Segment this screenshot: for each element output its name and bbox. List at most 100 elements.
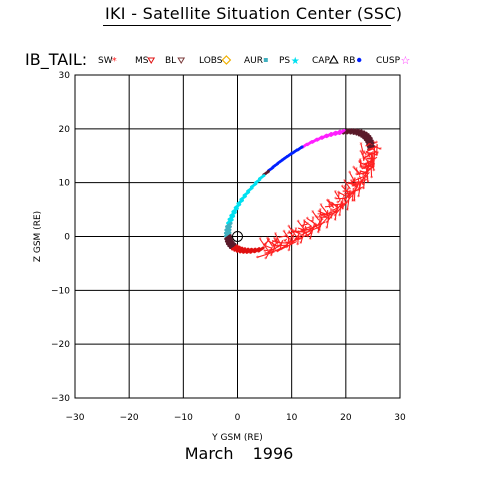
sw-marker: *: [371, 165, 374, 172]
sw-marker: *: [274, 231, 277, 238]
sw-marker: *: [299, 241, 302, 248]
sw-marker: *: [283, 239, 286, 246]
sw-marker: *: [358, 160, 361, 167]
orbit-point: [353, 128, 357, 132]
orbit-point: [267, 170, 270, 173]
sw-marker: *: [367, 153, 370, 160]
sw-track-segment: [359, 161, 367, 167]
triangle-down-icon: [177, 57, 186, 64]
sw-marker: *: [341, 184, 344, 191]
sw-marker: *: [285, 240, 288, 247]
sw-marker: *: [338, 213, 341, 220]
sw-track-segment: [363, 151, 367, 156]
sw-marker: *: [376, 151, 379, 158]
legend-label-rb: RB: [343, 56, 355, 66]
sw-marker: *: [362, 186, 365, 193]
sw-marker: *: [368, 164, 371, 171]
orbit-point: [342, 128, 346, 132]
sw-marker: *: [359, 187, 362, 194]
sw-marker: *: [303, 220, 306, 227]
orbit-point: [315, 137, 319, 141]
orbit-point: [295, 148, 299, 152]
sw-marker: *: [259, 237, 262, 244]
sw-track-segment: [323, 210, 339, 218]
sw-marker: *: [379, 147, 382, 154]
legend-label-aur: AUR: [244, 56, 263, 66]
orbit-point: [233, 242, 237, 246]
orbit-point: [262, 174, 266, 177]
legend: SW * MS BL LOBS AUR PS ★ CAP RB CUSP ☆: [98, 54, 410, 67]
orbit-point: [366, 133, 370, 136]
x-tick-label: −10: [174, 413, 193, 423]
legend-label-lobs: LOBS: [199, 56, 223, 66]
sw-track-segment: [367, 146, 377, 150]
sw-marker: *: [312, 215, 315, 222]
sw-track-segment: [320, 204, 328, 214]
sw-marker: *: [311, 209, 314, 216]
sw-marker: *: [364, 166, 367, 173]
sw-marker: *: [334, 218, 337, 225]
legend-label-ms: MS: [135, 56, 149, 66]
orbit-point: [305, 142, 309, 146]
orbit-point: [247, 190, 251, 194]
sw-track-segment: [356, 178, 364, 187]
sw-marker: *: [325, 220, 328, 227]
star-icon: ★: [291, 56, 300, 67]
sw-marker: *: [359, 180, 362, 187]
orbit-point: [229, 236, 233, 240]
sw-marker: *: [347, 195, 350, 202]
sw-marker: *: [365, 170, 368, 177]
sw-track-segment: [331, 203, 344, 206]
sw-marker: *: [293, 229, 296, 236]
y-tick-label: 0: [64, 233, 70, 243]
sw-track-segment: [309, 223, 315, 239]
orbit-point: [253, 247, 257, 251]
sw-marker: *: [348, 170, 351, 177]
sw-marker: *: [316, 226, 319, 233]
orbit-point: [325, 133, 329, 137]
square-icon: [263, 58, 268, 62]
sw-marker: *: [263, 248, 266, 255]
sw-marker: *: [370, 175, 373, 182]
sw-marker: *: [375, 140, 378, 147]
orbit-point: [368, 134, 372, 138]
sw-track-segment: [297, 231, 300, 245]
x-axis-label: Y GSM (RE): [211, 433, 263, 443]
sw-marker: *: [369, 164, 372, 171]
sw-marker: *: [347, 181, 350, 188]
sw-marker: *: [306, 222, 309, 229]
orbit-point: [235, 244, 239, 248]
sw-marker: *: [319, 208, 322, 215]
orbit-point: [350, 128, 354, 132]
sw-track-segment: [302, 222, 306, 228]
sw-marker: *: [290, 241, 293, 248]
sw-marker: *: [355, 172, 358, 179]
orbit-point: [300, 145, 304, 149]
footer-month: March: [184, 444, 234, 463]
sw-marker: *: [355, 167, 358, 174]
sw-track-segment: [328, 205, 331, 209]
sw-track-segment: [283, 231, 291, 240]
sw-marker: *: [305, 233, 308, 240]
sw-marker: *: [356, 185, 359, 192]
sw-marker: *: [351, 184, 354, 191]
orbit-point: [237, 245, 241, 249]
orbit-point: [290, 151, 294, 155]
orbit-point: [371, 141, 375, 145]
sw-marker: *: [303, 231, 306, 238]
sw-track-segment: [351, 180, 359, 184]
sw-track-segment: [353, 185, 356, 201]
sw-track-segment: [344, 192, 351, 201]
sw-track-segment: [267, 238, 274, 247]
sw-track-segment: [360, 143, 364, 155]
sw-marker: *: [341, 206, 344, 213]
orbit-point: [243, 247, 247, 251]
sw-marker: *: [280, 247, 283, 254]
orbit-point: [370, 139, 374, 143]
orbit-point: [364, 131, 368, 135]
legend-label-bl: BL: [165, 56, 176, 66]
sw-track-segment: [278, 235, 287, 238]
orbit-point: [250, 247, 253, 251]
sw-marker: *: [306, 234, 309, 241]
footer-year: 1996: [252, 444, 294, 463]
